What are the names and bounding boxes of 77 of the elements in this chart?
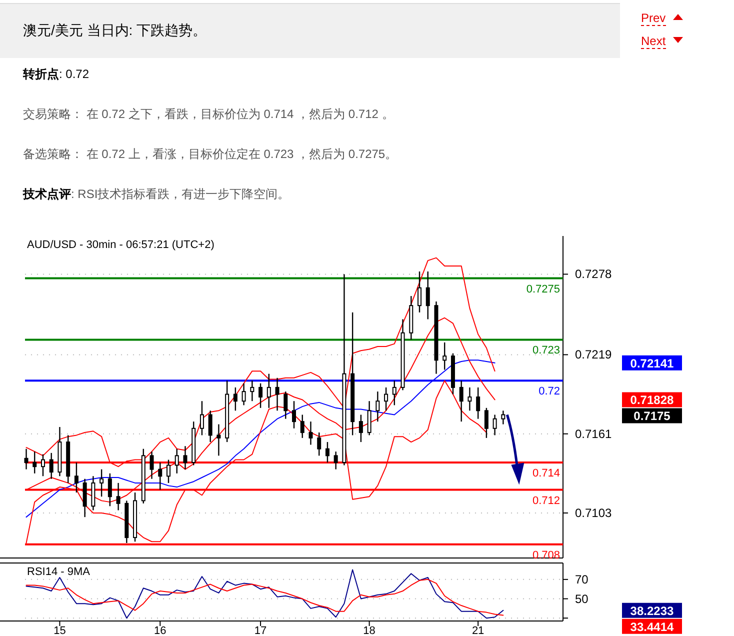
candlestick [183, 446, 188, 470]
candlestick [74, 462, 78, 494]
text: 0.7175 [634, 409, 671, 424]
candlestick [174, 448, 179, 474]
candlestick [468, 386, 472, 412]
candlestick [250, 380, 254, 402]
candlestick [392, 380, 396, 406]
candlestick [476, 386, 480, 420]
x-tick-label: 17 [254, 625, 267, 636]
text: 38.2233 [630, 604, 674, 618]
candlestick [367, 400, 372, 436]
ref-line-label: 0.723 [532, 344, 560, 357]
candlestick [158, 462, 162, 490]
candlestick [49, 452, 54, 480]
candlestick [233, 386, 238, 412]
candlestick [418, 270, 422, 314]
candlestick [258, 382, 263, 409]
candlestick [300, 414, 304, 439]
candlestick [484, 407, 488, 439]
text: 0.71828 [630, 393, 674, 408]
ref-line-label: 0.714 [532, 467, 560, 480]
line-series [26, 578, 504, 616]
candlestick [100, 468, 104, 498]
candlestick [108, 472, 112, 507]
y-tick-label: 70 [575, 572, 589, 586]
y-tick-label: 0.7219 [575, 348, 612, 362]
ref-line-label: 0.712 [532, 494, 560, 507]
candlestick [376, 390, 380, 422]
candlestick [32, 450, 37, 474]
x-tick-label: 16 [154, 625, 166, 636]
y-tick-label: 0.7278 [575, 267, 612, 282]
candlestick [358, 414, 363, 443]
candlestick [91, 476, 96, 511]
ref-line-label: 0.7275 [526, 283, 560, 296]
ref-line-label: 0.72 [538, 386, 560, 398]
candlestick [24, 448, 28, 470]
y-tick-label: 50 [575, 592, 589, 606]
candlestick [442, 342, 447, 370]
candlestick [325, 441, 330, 464]
chart-title: AUD/USD - 30min - 06:57:21 (UTC+2) [27, 239, 214, 251]
candlestick [492, 414, 497, 436]
candlestick [459, 380, 464, 422]
text: 备选策略： 在 0.72 上，看涨，目标价位定在 0.723 ，然后为 0.7275。 [23, 146, 398, 163]
text: Prev [641, 11, 666, 26]
candlestick [292, 400, 296, 429]
line-series [26, 569, 504, 619]
candlestick [334, 450, 338, 470]
candlestick [82, 478, 87, 518]
x-tick-label: 18 [363, 625, 376, 636]
candlestick [384, 386, 388, 412]
text: 交易策略： 在 0.72 之下，看跌，目标价位为 0.714 ，然后为 0.712 。 [23, 106, 394, 123]
text: 0.72141 [630, 356, 674, 370]
candlestick [284, 390, 288, 420]
candlestick [501, 410, 506, 425]
candlestick [266, 373, 271, 409]
candlestick [116, 482, 120, 511]
text: 转折点: 0.72 [23, 67, 90, 81]
candlestick [40, 454, 45, 477]
y-tick-label: 0.7103 [575, 506, 612, 520]
x-tick-label: 15 [54, 625, 66, 636]
x-tick-label: 21 [472, 625, 484, 636]
candlestick [317, 432, 322, 456]
candlestick [216, 424, 221, 456]
text: 技术点评: RSI技术指标看跌，有进一步下降空间。 [23, 187, 290, 201]
candlestick [242, 382, 246, 406]
chart-title: RSI14 - 9MA [27, 566, 91, 578]
y-tick-label: 0.7161 [575, 426, 612, 441]
text: 澳元/美元 当日内: 下跌趋势。 [23, 22, 207, 40]
candlestick [275, 377, 280, 412]
candlestick [308, 420, 313, 446]
candlestick [150, 450, 154, 480]
text: 33.4414 [630, 620, 674, 634]
text: Next [641, 34, 666, 49]
candlestick [200, 400, 204, 436]
candlestick [208, 410, 212, 443]
candlestick [166, 459, 170, 484]
candlestick [426, 270, 430, 320]
